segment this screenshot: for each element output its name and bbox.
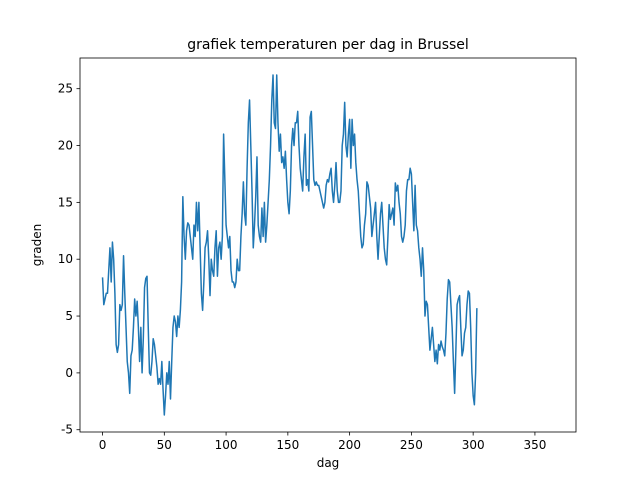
y-tick-label: 25 — [58, 82, 73, 96]
y-tick-label: 15 — [58, 195, 73, 209]
y-tick-label: 0 — [65, 366, 73, 380]
y-axis-label: graden — [30, 224, 44, 267]
x-tick-label: 0 — [99, 438, 107, 452]
data-line — [101, 74, 478, 416]
x-tick-label: 150 — [276, 438, 299, 452]
x-tick-label: 250 — [400, 438, 423, 452]
x-tick-label: 100 — [215, 438, 238, 452]
x-tick-label: 300 — [462, 438, 485, 452]
x-tick-label: 200 — [338, 438, 361, 452]
y-tick-label: 10 — [58, 252, 73, 266]
x-tick-label: 350 — [523, 438, 546, 452]
y-tick-label: 5 — [65, 309, 73, 323]
chart-title: grafiek temperaturen per dag in Brussel — [187, 37, 469, 53]
y-tick-label: -5 — [61, 423, 73, 437]
x-tick-label: 50 — [157, 438, 172, 452]
axes-frame — [79, 57, 577, 433]
x-axis-label: dag — [317, 456, 340, 470]
y-tick-label: 20 — [58, 139, 73, 153]
